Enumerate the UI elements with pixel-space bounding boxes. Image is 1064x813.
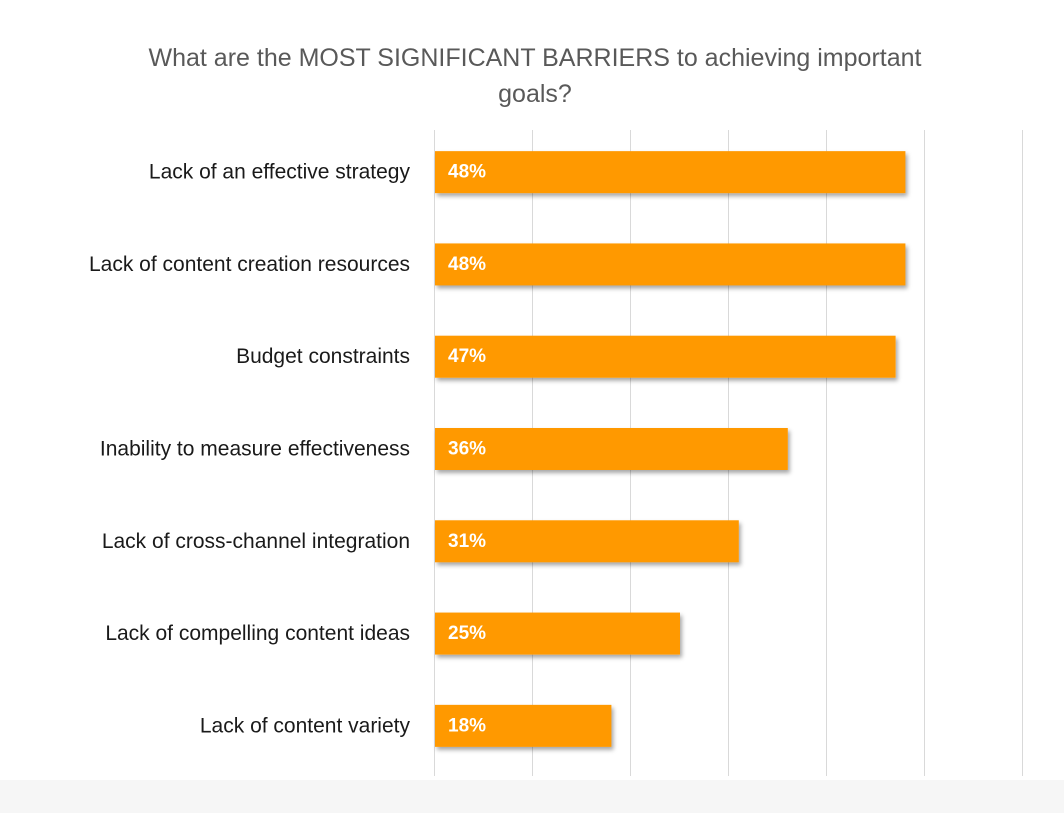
data-label: 47% [448, 346, 486, 367]
category-label: Lack of content variety [200, 714, 411, 737]
category-label: Lack of compelling content ideas [105, 622, 410, 645]
data-label: 25% [448, 623, 486, 644]
category-label: Inability to measure effectiveness [100, 438, 410, 461]
chart-title-line-2: goals? [498, 80, 572, 108]
category-label: Lack of an effective strategy [149, 161, 411, 184]
bar [435, 428, 788, 470]
bar [435, 520, 739, 563]
data-labels: 48% 48% 47% 36% 31% 25% 18% [448, 162, 486, 737]
category-label: Lack of cross-channel integration [102, 530, 410, 553]
bar [435, 704, 612, 747]
category-labels: Lack of an effective strategy Lack of con… [89, 161, 411, 738]
data-label: 18% [448, 715, 486, 736]
footer-band [0, 780, 1064, 813]
data-label: 48% [448, 254, 486, 275]
data-label: 36% [448, 439, 486, 460]
bar [435, 151, 906, 194]
data-label: 48% [448, 162, 486, 183]
data-label: 31% [448, 531, 486, 552]
chart-title: What are the MOST SIGNIFICANT BARRIERS t… [0, 40, 1064, 112]
bars [435, 151, 906, 747]
bar [435, 243, 906, 286]
category-label: Budget constraints [236, 345, 410, 368]
bar [435, 612, 680, 655]
bar [435, 335, 896, 378]
category-label: Lack of content creation resources [89, 253, 410, 276]
chart-title-line-1: What are the MOST SIGNIFICANT BARRIERS t… [148, 44, 922, 72]
